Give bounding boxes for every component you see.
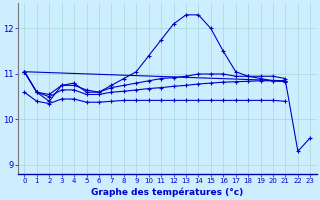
X-axis label: Graphe des températures (°c): Graphe des températures (°c) — [91, 187, 244, 197]
